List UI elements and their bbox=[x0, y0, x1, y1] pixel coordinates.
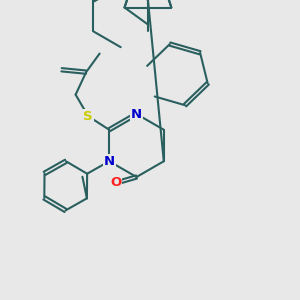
Text: S: S bbox=[83, 110, 93, 123]
Text: O: O bbox=[110, 176, 122, 189]
Text: N: N bbox=[131, 107, 142, 121]
Text: N: N bbox=[104, 155, 115, 168]
